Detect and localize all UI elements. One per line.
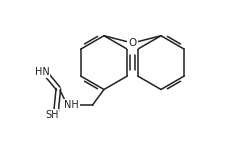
Text: O: O: [128, 38, 137, 48]
Text: SH: SH: [45, 110, 58, 120]
Text: HN: HN: [35, 67, 49, 77]
Text: NH: NH: [64, 100, 79, 110]
